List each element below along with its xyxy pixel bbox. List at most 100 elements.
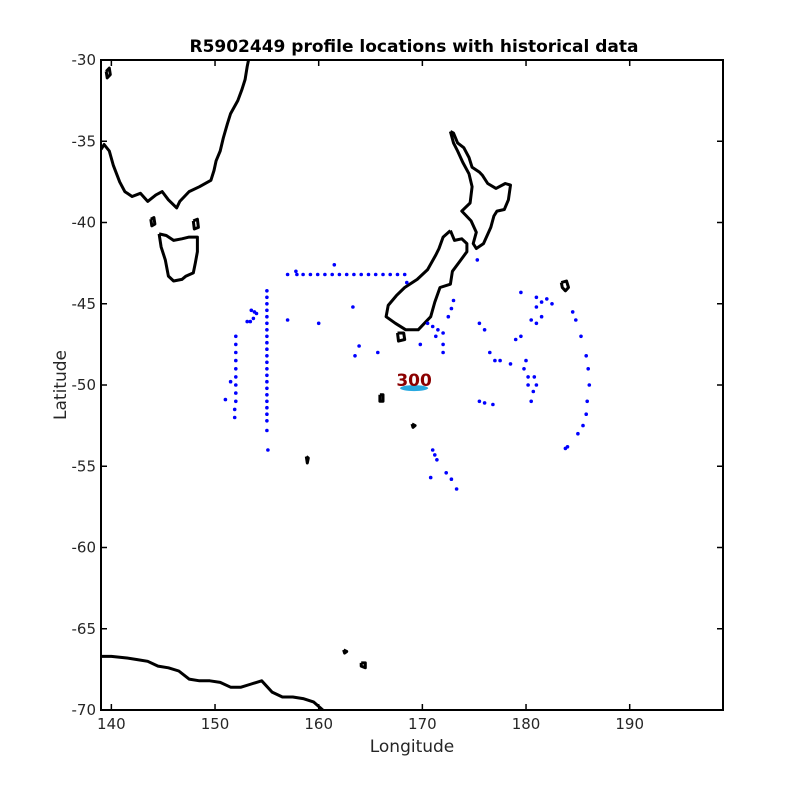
historical-profile-point [265, 354, 269, 358]
historical-profile-point [344, 272, 349, 277]
x-tick-label: 190 [615, 715, 644, 733]
historical-profile-point [315, 272, 320, 277]
historical-profile-point [265, 308, 269, 313]
historical-profile-point [526, 375, 530, 379]
historical-profile-point [234, 367, 238, 371]
historical-profile-point [265, 373, 269, 378]
historical-profile-point [428, 475, 433, 480]
y-tick-label: -45 [72, 295, 97, 313]
y-axis-label: Latitude [51, 350, 71, 420]
coastline [448, 130, 512, 250]
historical-profile-point [332, 263, 337, 267]
historical-profile-point [388, 272, 393, 277]
x-tick-label: 180 [512, 715, 541, 733]
historical-profile-point [265, 405, 269, 410]
historical-profile-point [265, 386, 269, 391]
y-tick-label: -55 [72, 457, 97, 475]
historical-profile-point [265, 328, 269, 332]
historical-profile-point [265, 321, 269, 326]
historical-profile-point [265, 302, 269, 306]
historical-profile-point [373, 272, 378, 277]
float-profile-label: 300 [396, 371, 432, 391]
historical-profile-point [563, 446, 568, 451]
historical-profile-point [586, 367, 590, 371]
historical-profile-point [265, 393, 269, 397]
coastline [101, 60, 251, 210]
historical-profile-point [234, 342, 238, 347]
historical-profile-point [265, 360, 269, 365]
historical-profile-point [402, 272, 407, 277]
historical-profile-point [482, 401, 487, 405]
historical-profile-point [376, 350, 380, 355]
historical-profile-point [301, 272, 305, 277]
coastline [101, 654, 324, 710]
historical-profile-point [405, 280, 409, 285]
coastline [191, 217, 200, 231]
y-tick-label: -40 [72, 214, 97, 232]
x-tick-label: 160 [304, 715, 333, 733]
historical-profile-point [441, 331, 445, 335]
historical-profile-point [234, 358, 238, 363]
historical-profile-point [482, 328, 487, 332]
historical-profile-point [539, 300, 544, 304]
historical-profile-point [539, 314, 544, 319]
coastline [410, 422, 417, 429]
historical-profile-point [491, 402, 495, 407]
historical-profile-point [522, 367, 526, 371]
historical-profile-point [418, 342, 423, 347]
coastline [157, 232, 199, 283]
historical-profile-point [285, 272, 290, 277]
historical-profile-point [265, 428, 269, 433]
historical-profile-point [444, 471, 449, 475]
historical-profile-point [477, 321, 482, 326]
historical-profile-point [245, 319, 249, 324]
historical-profile-point [265, 334, 269, 339]
y-axis: -30 -35 -40 -45 -50 -55 -60 -65 -70 [72, 51, 723, 719]
coastline-layer [101, 60, 570, 710]
coastline [359, 661, 367, 670]
historical-profile-point [585, 399, 589, 404]
historical-profile-point [430, 324, 435, 329]
historical-profile-point [337, 272, 342, 277]
y-tick-label: -65 [72, 620, 97, 638]
historical-profile-point [524, 358, 528, 363]
historical-profile-point [234, 334, 238, 339]
historical-profile-point [545, 297, 549, 301]
historical-profile-point [576, 431, 580, 436]
x-axis-label: Longitude [370, 737, 455, 757]
historical-profile-point [436, 328, 440, 332]
historical-profile-point [435, 458, 439, 462]
historical-profile-point [534, 305, 539, 309]
historical-profile-point [477, 399, 482, 404]
float-track-marker [400, 385, 429, 392]
y-tick-label: -35 [72, 132, 97, 150]
historical-profile-point [366, 272, 371, 277]
historical-profile-point [265, 314, 269, 319]
historical-profile-point [251, 316, 256, 321]
historical-profile-point [529, 318, 533, 322]
historical-profile-point [295, 272, 299, 277]
chart-title: R5902449 profile locations with historic… [189, 37, 638, 57]
historical-profile-point [352, 272, 356, 277]
x-tick-label: 170 [408, 715, 437, 733]
historical-profile-point [330, 272, 335, 277]
historical-profile-point [234, 375, 238, 379]
historical-profile-point [323, 272, 327, 277]
coastline [104, 66, 112, 80]
historical-profile-point [265, 347, 269, 352]
historical-profile-point [234, 391, 238, 395]
historical-profile-point [248, 319, 253, 324]
historical-profile-point [351, 305, 355, 309]
historical-profile-point [534, 383, 539, 387]
historical-profile-point [475, 258, 480, 262]
historical-profile-point [265, 419, 269, 423]
x-axis: 140 150 160 170 180 190 [97, 60, 644, 733]
historical-profile-point [498, 358, 502, 363]
historical-profile-point [228, 379, 233, 384]
x-tick-label: 150 [201, 715, 230, 733]
historical-profile-point [395, 272, 400, 277]
coastline [149, 216, 157, 228]
historical-profile-point [232, 407, 237, 412]
